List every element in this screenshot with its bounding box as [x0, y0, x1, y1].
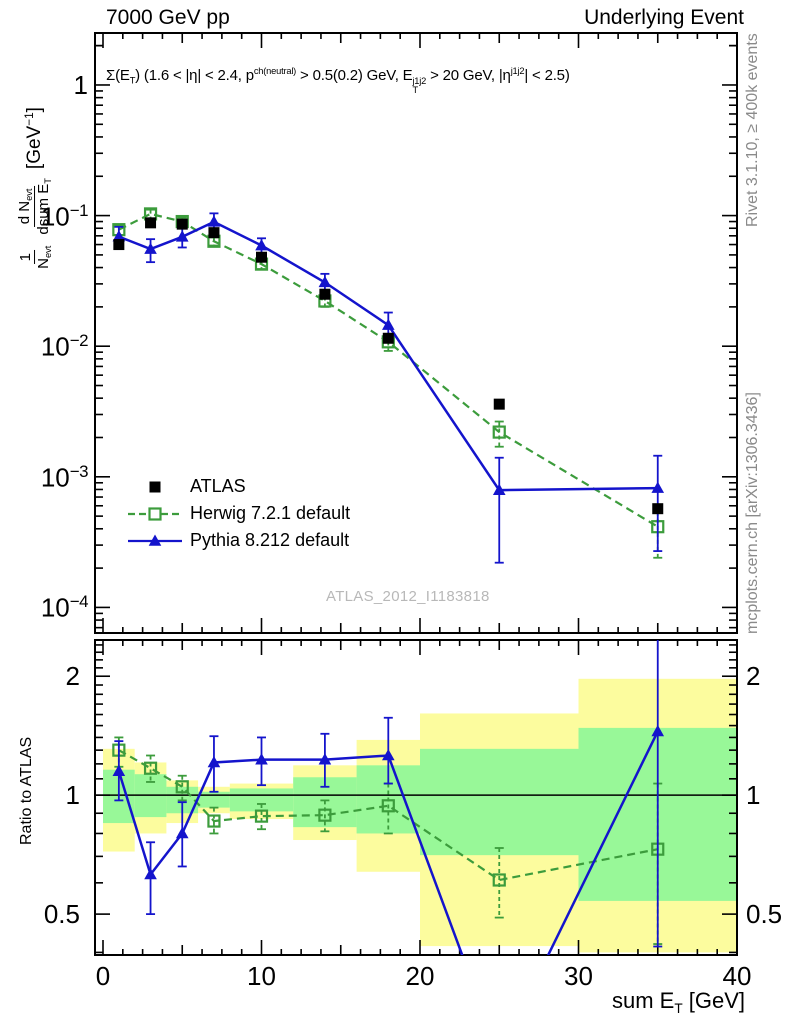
- atlas-marker-icon: [126, 474, 184, 500]
- main-y-tick-label: 10−3: [40, 462, 89, 493]
- ratio-y-tick-label-left: 1: [65, 780, 80, 810]
- x-tick-label: 40: [722, 961, 752, 991]
- ratio-y-axis-ticks: [95, 644, 737, 954]
- x-axis-title: sum ET [GeV]: [611, 988, 745, 1016]
- y-axis-unit: [GeV−1]: [23, 107, 46, 170]
- ratio-panel-frame: [94, 639, 738, 956]
- main-panel-frame: [94, 32, 738, 634]
- legend-label-pythia: Pythia 8.212 default: [190, 530, 350, 550]
- main-series: [112, 207, 665, 564]
- pythia-marker-icon: [126, 528, 184, 554]
- page-title: 7000 GeV pp: [106, 6, 230, 29]
- ratio-series: [112, 640, 665, 955]
- main-y-axis-title: 1 Nevt d Nevt dsum ET [GeV−1]: [0, 107, 205, 269]
- mcplots-arxiv-note: mcplots.cern.ch [arXiv:1306.3436]: [744, 392, 761, 634]
- selection-annotation: Σ(ET) (1.6 < |η| < 2.4, pch(neutral) > 0…: [106, 66, 570, 96]
- main-y-tick-label: 1: [73, 70, 88, 100]
- observable-title: Underlying Event: [584, 6, 744, 29]
- ratio-y-tick-label-left: 2: [65, 661, 80, 691]
- main-y-axis-ticks: [95, 44, 737, 629]
- ratio-uncertainty-bands: [103, 678, 737, 953]
- rivet-version-note: Rivet 3.1.10, ≥ 400k events: [744, 33, 761, 227]
- legend-label-herwig: Herwig 7.2.1 default: [190, 503, 351, 523]
- ratio-y-tick-label-right: 0.5: [746, 899, 783, 929]
- stat-uncertainty-band: [198, 791, 230, 808]
- one-over-nevt-fraction: 1 Nevt: [16, 245, 53, 269]
- legend-label-atlas: ATLAS: [190, 476, 246, 496]
- x-tick-label: 30: [564, 961, 593, 991]
- ratio-y-tick-label-right: 2: [746, 661, 761, 691]
- legend: ATLAS Herwig 7.2.1 default Pythia 8.212 …: [126, 473, 350, 554]
- x-tick-label: 0: [95, 961, 111, 991]
- x-axis-ticks: [102, 33, 738, 955]
- main-y-tick-label: 10−2: [40, 331, 89, 362]
- herwig-marker-icon: [126, 501, 184, 527]
- stat-uncertainty-band: [229, 788, 294, 812]
- legend-item-herwig: Herwig 7.2.1 default: [126, 500, 350, 527]
- main-y-tick-label: 10−4: [40, 592, 89, 623]
- legend-item-atlas: ATLAS: [126, 473, 350, 500]
- legend-item-pythia: Pythia 8.212 default: [126, 527, 350, 554]
- main-y-tick-label: 10−1: [40, 201, 89, 232]
- analysis-id-watermark: ATLAS_2012_I1183818: [326, 588, 490, 605]
- ratio-y-tick-label-right: 1: [746, 780, 761, 810]
- x-tick-label: 20: [405, 961, 435, 991]
- ratio-y-tick-label-left: 0.5: [43, 899, 80, 929]
- ratio-y-axis-title: Ratio to ATLAS: [18, 736, 35, 846]
- stat-uncertainty-band: [420, 748, 579, 856]
- x-tick-label: 10: [247, 961, 276, 991]
